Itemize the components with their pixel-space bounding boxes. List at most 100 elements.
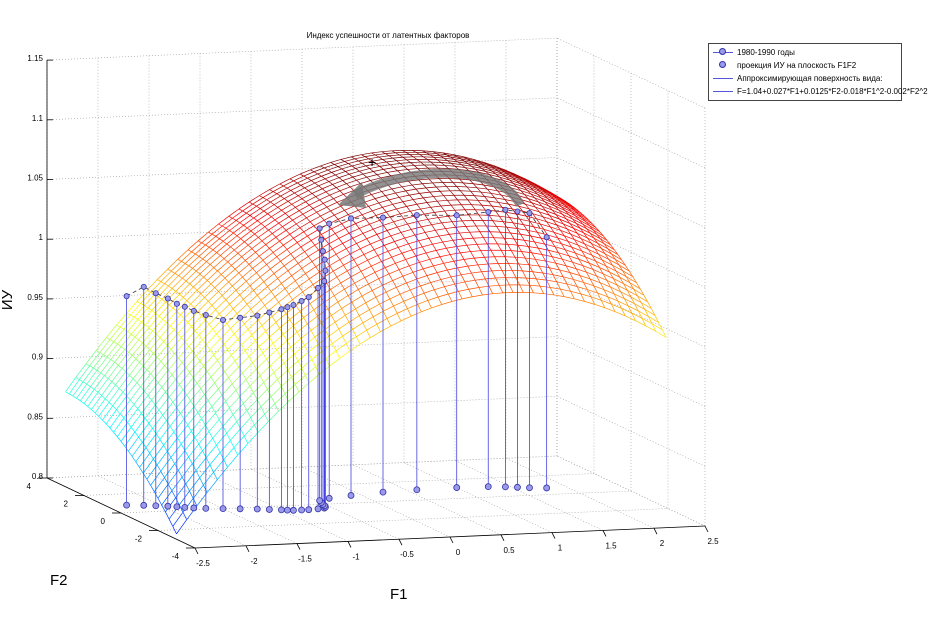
- surface-mesh-segment: [251, 334, 256, 341]
- surface-mesh-segment: [575, 252, 586, 258]
- surface-mesh-segment: [240, 428, 245, 437]
- surface-mesh-segment: [303, 171, 315, 177]
- surface-mesh-segment: [177, 424, 188, 439]
- surface-mesh-segment: [310, 215, 321, 223]
- surface-mesh-segment: [250, 230, 255, 235]
- z-axis-label: ИУ: [0, 289, 16, 310]
- surface-mesh-segment: [418, 178, 429, 181]
- surface-mesh-segment: [338, 173, 350, 178]
- surface-mesh-segment: [556, 281, 561, 290]
- surface-mesh-segment: [134, 431, 139, 438]
- surface-mesh-segment: [590, 242, 596, 249]
- surface-mesh-segment: [135, 461, 140, 468]
- surface-mesh-segment: [222, 426, 227, 434]
- surface-mesh-segment: [329, 190, 341, 196]
- surface-mesh-segment: [142, 458, 154, 474]
- surface-mesh-segment: [176, 311, 181, 316]
- surface-mesh-segment: [488, 286, 494, 294]
- surface-mesh-segment: [243, 225, 248, 229]
- surface-mesh-segment: [258, 336, 270, 347]
- surface-mesh-segment: [193, 286, 198, 291]
- surface-mesh-segment: [487, 263, 493, 272]
- surface-mesh-segment: [320, 165, 325, 169]
- projection-marker: [413, 486, 421, 494]
- surface-mesh-segment: [403, 218, 408, 225]
- surface-mesh-segment: [498, 202, 503, 208]
- surface-mesh-segment: [459, 178, 470, 181]
- surface-mesh-segment: [427, 300, 432, 309]
- surface-mesh-segment: [255, 252, 260, 257]
- surface-mesh-segment: [500, 250, 506, 257]
- surface-mesh-segment: [366, 238, 371, 245]
- surface-mesh-segment: [405, 152, 410, 155]
- surface-mesh-segment: [388, 196, 400, 201]
- surface-mesh-segment: [315, 196, 320, 201]
- surface-mesh-segment: [544, 201, 556, 207]
- legend-label: F=1.04+0.027*F1+0.0125*F2-0.018*F1^2-0.0…: [737, 86, 928, 96]
- surface-mesh-segment: [305, 201, 310, 206]
- surface-mesh-segment: [441, 301, 452, 305]
- surface-mesh-segment: [373, 169, 384, 172]
- surface-mesh-segment: [453, 259, 465, 262]
- x-tick: [500, 534, 505, 541]
- surface-mesh-segment: [304, 345, 309, 353]
- surface-mesh-segment: [376, 174, 381, 179]
- surface-mesh-segment: [257, 294, 262, 301]
- surface-mesh-segment: [390, 232, 402, 237]
- surface-mesh-segment: [565, 218, 577, 224]
- surface-mesh-segment: [75, 363, 87, 378]
- surface-mesh-segment: [554, 195, 559, 198]
- surface-mesh-segment: [467, 265, 472, 274]
- surface-mesh-segment: [289, 319, 294, 326]
- surface-mesh-segment: [446, 246, 457, 249]
- surface-mesh-segment: [539, 265, 550, 269]
- data-point: [326, 220, 333, 227]
- surface-mesh-segment: [168, 396, 174, 403]
- surface-mesh-segment: [259, 276, 265, 282]
- surface-mesh-segment: [552, 219, 558, 226]
- surface-mesh-segment: [305, 266, 316, 274]
- surface-mesh-segment: [267, 379, 278, 390]
- projection-marker: [181, 503, 189, 511]
- surface-mesh-segment: [229, 407, 234, 415]
- surface-mesh-segment: [202, 249, 214, 260]
- surface-mesh-segment: [543, 293, 554, 296]
- data-point: [152, 290, 159, 297]
- surface-mesh-segment: [195, 270, 201, 275]
- surface-mesh-segment: [168, 275, 179, 287]
- surface-mesh-segment: [216, 243, 228, 253]
- surface-mesh-segment: [609, 271, 620, 278]
- surface-mesh-segment: [292, 291, 303, 300]
- surface-mesh-segment: [160, 361, 165, 366]
- surface-mesh-segment: [366, 323, 377, 331]
- surface-mesh-segment: [181, 476, 187, 485]
- surface-mesh-segment: [464, 167, 470, 171]
- surface-mesh-segment: [529, 221, 534, 227]
- surface-mesh-segment: [104, 375, 109, 379]
- surface-mesh-segment: [505, 211, 517, 215]
- surface-mesh-segment: [504, 171, 516, 177]
- surface-mesh-segment: [454, 281, 465, 285]
- surface-mesh-segment: [611, 253, 622, 261]
- surface-mesh-segment: [415, 255, 420, 263]
- surface-mesh-segment: [604, 307, 616, 312]
- surface-mesh-segment: [488, 167, 499, 172]
- surface-mesh-segment: [227, 454, 238, 468]
- surface-mesh-segment: [256, 272, 261, 278]
- surface-mesh-segment: [211, 406, 216, 414]
- surface-mesh-segment: [148, 423, 153, 429]
- surface-mesh-segment: [444, 165, 449, 169]
- surface-mesh-segment: [138, 339, 143, 344]
- surface-mesh-segment: [225, 389, 237, 402]
- surface-mesh-segment: [374, 198, 380, 204]
- surface-mesh-segment: [392, 275, 403, 281]
- surface-mesh-segment: [211, 305, 216, 310]
- surface-mesh-segment: [194, 297, 205, 309]
- surface-mesh-segment: [291, 268, 303, 276]
- surface-mesh-segment: [249, 208, 261, 216]
- surface-mesh-segment: [586, 228, 591, 234]
- surface-mesh-segment: [130, 426, 136, 433]
- y-tick-label: -2: [135, 535, 143, 544]
- surface-mesh-segment: [374, 272, 380, 279]
- surface-mesh-segment: [413, 156, 418, 160]
